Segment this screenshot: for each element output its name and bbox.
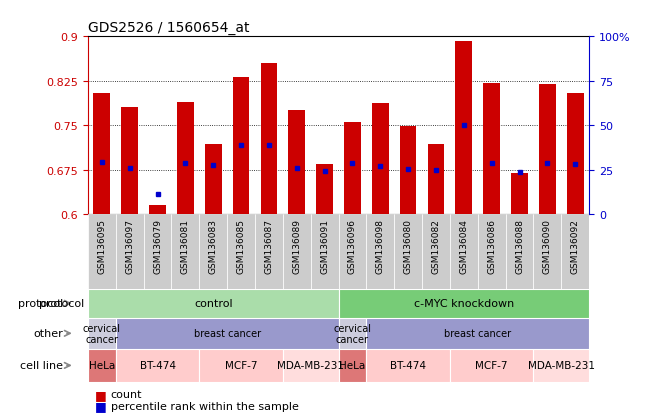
Bar [288,111,305,215]
Bar [199,349,283,382]
Bar [344,122,361,215]
Bar [255,215,283,289]
Bar [88,215,116,289]
Bar [177,102,194,215]
Bar [339,215,367,289]
Text: GSM136098: GSM136098 [376,218,385,273]
Text: GSM136097: GSM136097 [125,218,134,273]
Bar [367,215,395,289]
Bar [456,42,472,215]
Bar [260,64,277,215]
Bar [94,93,110,215]
Text: cervical
cancer: cervical cancer [83,323,121,344]
Bar [533,349,589,382]
Bar [232,77,249,215]
Bar [88,318,116,349]
Bar [372,104,389,215]
Bar [283,215,311,289]
Bar [339,318,367,349]
Bar [205,145,221,215]
Text: MDA-MB-231: MDA-MB-231 [528,361,595,370]
Bar [116,349,199,382]
Text: HeLa: HeLa [89,361,115,370]
Text: ■: ■ [94,399,106,412]
Text: GSM136081: GSM136081 [181,218,190,273]
Bar [367,349,450,382]
Text: GSM136085: GSM136085 [236,218,245,273]
Text: breast cancer: breast cancer [444,328,511,339]
Text: GSM136096: GSM136096 [348,218,357,273]
Bar [227,215,255,289]
Bar [199,215,227,289]
Text: BT-474: BT-474 [390,361,426,370]
Bar [567,93,583,215]
Text: MDA-MB-231: MDA-MB-231 [277,361,344,370]
Text: MCF-7: MCF-7 [225,361,257,370]
Text: GSM136091: GSM136091 [320,218,329,273]
Text: GSM136089: GSM136089 [292,218,301,273]
Text: protocol: protocol [39,299,85,309]
Text: percentile rank within the sample: percentile rank within the sample [111,401,299,411]
Bar [561,215,589,289]
Text: c-MYC knockdown: c-MYC knockdown [414,299,514,309]
Bar [478,215,506,289]
Text: other: other [34,328,63,339]
Text: GSM136080: GSM136080 [404,218,413,273]
Bar [506,215,533,289]
Text: control: control [194,299,232,309]
Text: GSM136086: GSM136086 [487,218,496,273]
Text: GDS2526 / 1560654_at: GDS2526 / 1560654_at [88,21,249,35]
Bar [533,215,561,289]
Text: GSM136092: GSM136092 [571,218,580,273]
Text: GSM136088: GSM136088 [515,218,524,273]
Text: GSM136079: GSM136079 [153,218,162,273]
Text: GSM136095: GSM136095 [97,218,106,273]
Bar [339,289,589,318]
Bar [171,215,199,289]
Bar [483,83,500,215]
Bar [116,318,339,349]
Bar [400,127,417,215]
Text: breast cancer: breast cancer [193,328,260,339]
Bar [116,215,144,289]
Text: MCF-7: MCF-7 [475,361,508,370]
Text: cervical
cancer: cervical cancer [333,323,372,344]
Text: BT-474: BT-474 [139,361,176,370]
Bar [450,349,533,382]
Text: count: count [111,389,142,399]
Bar [539,85,556,215]
Text: GSM136083: GSM136083 [209,218,217,273]
Bar [283,349,339,382]
Text: ■: ■ [94,388,106,401]
Text: GSM136087: GSM136087 [264,218,273,273]
Bar [339,349,367,382]
Bar [450,215,478,289]
Text: GSM136090: GSM136090 [543,218,552,273]
Bar [149,206,166,215]
Bar [88,349,116,382]
Bar [311,215,339,289]
Text: cell line: cell line [20,361,63,370]
Bar [395,215,422,289]
Bar [88,289,339,318]
Bar [367,318,589,349]
Text: protocol: protocol [18,299,63,309]
Text: GSM136082: GSM136082 [432,218,441,273]
Bar [121,108,138,215]
Bar [316,164,333,215]
Bar [144,215,171,289]
Text: HeLa: HeLa [339,361,366,370]
Bar [428,145,445,215]
Bar [511,173,528,215]
Text: GSM136084: GSM136084 [460,218,468,273]
Bar [422,215,450,289]
